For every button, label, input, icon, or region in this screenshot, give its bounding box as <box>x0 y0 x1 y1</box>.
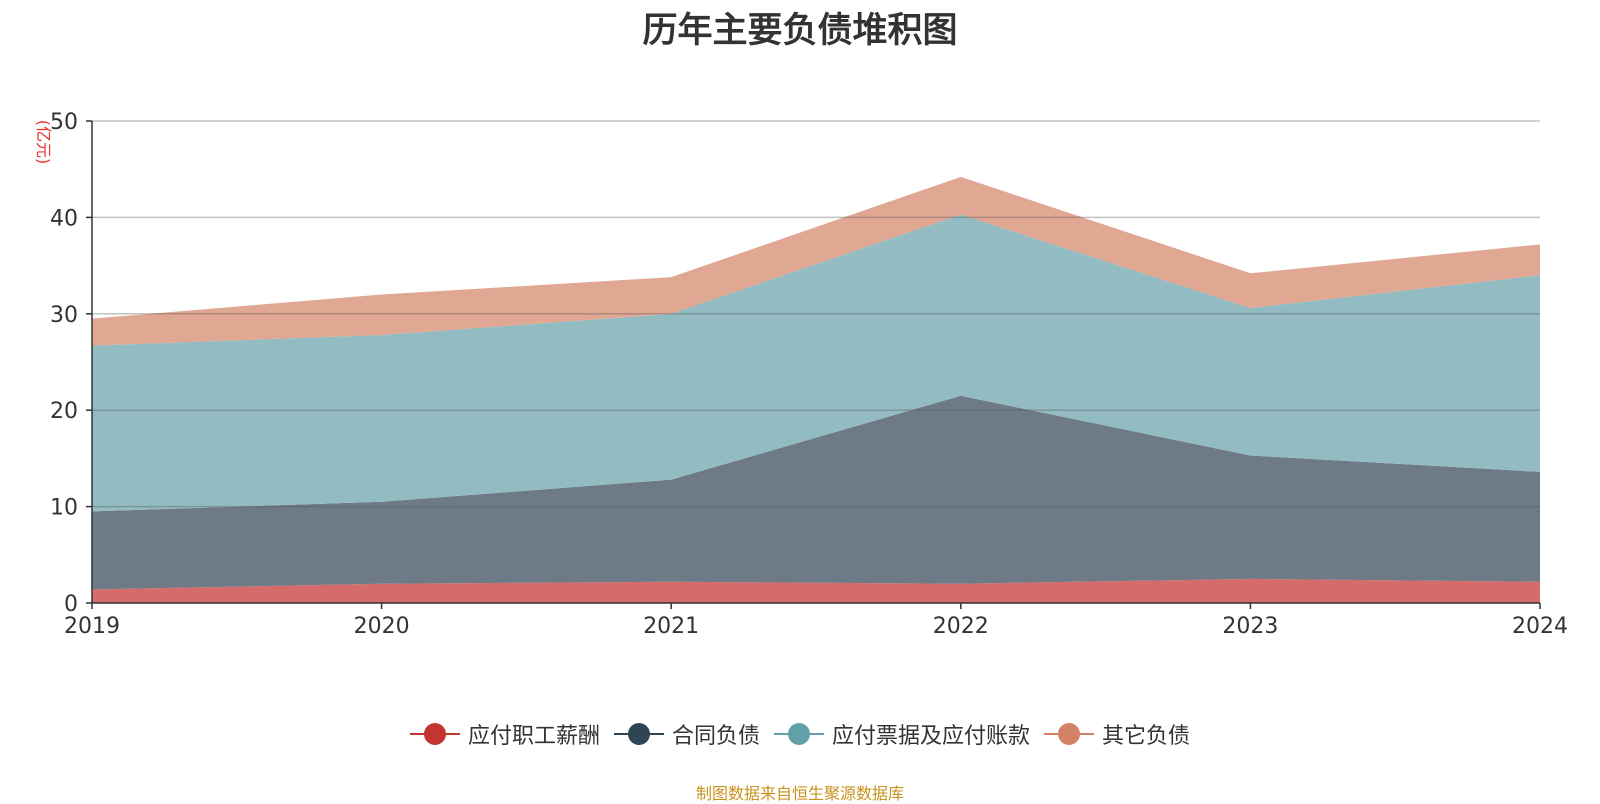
x-tick-label: 2020 <box>354 614 410 639</box>
areas-layer <box>92 176 1540 603</box>
grid-layer <box>92 120 1540 508</box>
y-tick-label: 10 <box>50 496 78 521</box>
legend-label: 应付票据及应付账款 <box>832 724 1031 749</box>
legend: 应付职工薪酬 合同负债 应付票据及应付账款 其它负债 <box>0 718 1600 750</box>
x-tick-label: 2022 <box>933 614 989 639</box>
x-tick-label: 2024 <box>1512 614 1568 639</box>
axes-layer: 0 10 20 30 40 50 2019 2020 2021 2022 2023 2024 <box>50 110 1568 639</box>
area-series-0 <box>92 578 1540 603</box>
legend-label: 应付职工薪酬 <box>467 724 600 749</box>
legend-marker-icon <box>409 721 460 747</box>
legend-marker-icon <box>613 721 664 747</box>
area-series-2 <box>92 214 1540 512</box>
y-tick-label: 50 <box>50 110 78 135</box>
legend-item-3[interactable]: 其它负债 <box>1044 718 1190 750</box>
y-tick-label: 40 <box>50 206 78 231</box>
source-note: 制图数据来自恒生聚源数据库 <box>695 784 904 803</box>
legend-item-2[interactable]: 应付票据及应付账款 <box>774 718 1030 750</box>
x-tick-label: 2023 <box>1222 614 1278 639</box>
y-tick-label: 20 <box>50 399 78 424</box>
legend-marker-icon <box>774 721 824 747</box>
y-tick-label: 0 <box>64 592 78 617</box>
chart-title: 历年主要负债堆积图 <box>642 11 958 51</box>
x-tick-label: 2019 <box>64 614 120 639</box>
legend-item-0[interactable]: 应付职工薪酬 <box>409 718 600 750</box>
legend-marker-icon <box>1044 721 1095 747</box>
y-axis-unit-label: (亿元) <box>34 120 53 165</box>
legend-label: 合同负债 <box>671 724 760 749</box>
area-series-3 <box>92 176 1540 346</box>
legend-item-1[interactable]: 合同负债 <box>613 718 760 750</box>
x-tick-label: 2021 <box>643 614 699 639</box>
area-series-1 <box>92 395 1540 590</box>
y-tick-label: 30 <box>50 303 78 328</box>
legend-label: 其它负债 <box>1102 724 1191 749</box>
